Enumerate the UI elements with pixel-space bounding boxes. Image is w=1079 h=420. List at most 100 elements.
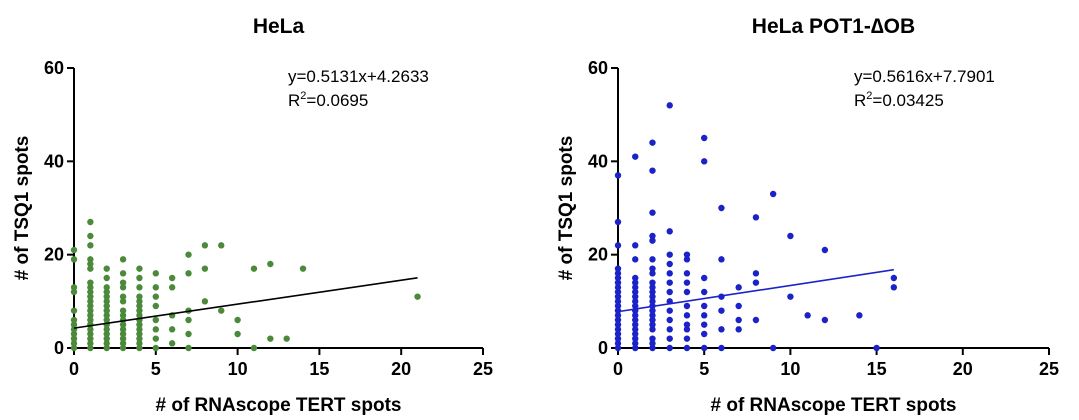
data-point <box>103 316 110 324</box>
data-point <box>87 256 94 263</box>
y-tick-label: 40 <box>44 151 64 171</box>
data-point <box>769 190 777 198</box>
data-point <box>856 312 863 319</box>
data-point <box>119 279 127 286</box>
x-tick-label: 15 <box>867 359 887 379</box>
data-point <box>103 330 110 338</box>
x-tick-label: 10 <box>780 359 800 379</box>
data-point <box>87 260 94 268</box>
data-point <box>649 316 656 324</box>
data-point <box>614 302 622 310</box>
data-point <box>185 251 192 258</box>
data-point <box>614 218 622 226</box>
data-point <box>718 204 725 212</box>
data-point <box>70 256 78 263</box>
data-point <box>119 293 127 300</box>
data-point <box>632 344 639 352</box>
data-point <box>119 321 127 328</box>
data-point <box>136 340 143 347</box>
data-point <box>152 284 159 291</box>
data-point <box>649 284 656 291</box>
data-point <box>632 312 639 319</box>
data-point <box>632 316 639 324</box>
data-point <box>787 293 794 300</box>
data-point <box>614 344 622 352</box>
data-point <box>119 312 127 319</box>
data-point <box>168 274 176 282</box>
data-point <box>119 330 127 338</box>
data-point <box>701 321 708 328</box>
data-point <box>666 288 673 296</box>
data-point <box>103 293 110 300</box>
x-tick-label: 25 <box>1039 359 1059 379</box>
data-point <box>649 256 656 263</box>
data-point <box>632 279 639 286</box>
data-point <box>201 242 209 249</box>
data-point <box>119 307 127 314</box>
data-point <box>890 284 898 291</box>
data-point <box>632 274 639 282</box>
x-axis-label: # of RNAscope TERT spots <box>711 395 957 416</box>
y-axis-label: # of TSQ1 spots <box>12 136 33 281</box>
data-point <box>119 340 127 347</box>
data-point <box>614 242 622 249</box>
data-point <box>87 288 94 296</box>
data-point <box>70 246 78 254</box>
data-point <box>87 307 94 314</box>
data-point <box>103 312 110 319</box>
x-tick-label: 5 <box>699 359 709 379</box>
data-point <box>70 284 78 291</box>
data-point <box>752 316 760 324</box>
data-point <box>614 340 622 347</box>
data-point <box>683 321 691 328</box>
data-point <box>735 284 742 291</box>
data-point <box>614 293 622 300</box>
data-point <box>666 260 673 268</box>
data-point <box>70 330 78 338</box>
data-point <box>787 232 794 240</box>
data-point <box>136 326 143 333</box>
data-point <box>821 316 829 324</box>
data-point <box>701 344 708 352</box>
data-point <box>136 307 143 314</box>
data-point <box>666 326 673 333</box>
data-point <box>136 265 143 272</box>
data-point <box>683 312 691 319</box>
data-point <box>614 298 622 305</box>
data-point <box>666 344 673 352</box>
data-point <box>168 326 176 333</box>
data-point <box>614 279 622 286</box>
data-point <box>103 274 110 282</box>
x-tick-label: 5 <box>151 359 161 379</box>
data-point <box>614 274 622 282</box>
data-point <box>666 228 673 235</box>
r-squared-label: R2=0.03425 <box>854 90 944 110</box>
data-point <box>87 218 94 226</box>
data-point <box>632 284 639 291</box>
regression-equation: y=0.5131x+4.2633 <box>288 67 429 86</box>
data-point <box>87 330 94 338</box>
data-point <box>614 288 622 296</box>
data-point <box>649 167 656 174</box>
data-point <box>752 214 760 221</box>
data-point <box>890 274 898 282</box>
data-point <box>614 321 622 328</box>
data-point <box>136 335 143 342</box>
data-point <box>632 302 639 310</box>
data-point <box>136 321 143 328</box>
data-point <box>218 307 225 314</box>
data-point <box>649 232 656 240</box>
data-point <box>103 284 110 291</box>
data-point <box>649 312 656 319</box>
data-point <box>701 330 708 338</box>
data-point <box>201 265 209 272</box>
data-point <box>87 279 94 286</box>
data-point <box>70 316 78 324</box>
data-point <box>267 335 274 342</box>
data-point <box>185 344 192 352</box>
data-point <box>614 312 622 319</box>
data-point <box>701 158 708 165</box>
data-point <box>649 139 656 146</box>
data-point <box>152 270 159 277</box>
data-point <box>649 340 656 347</box>
